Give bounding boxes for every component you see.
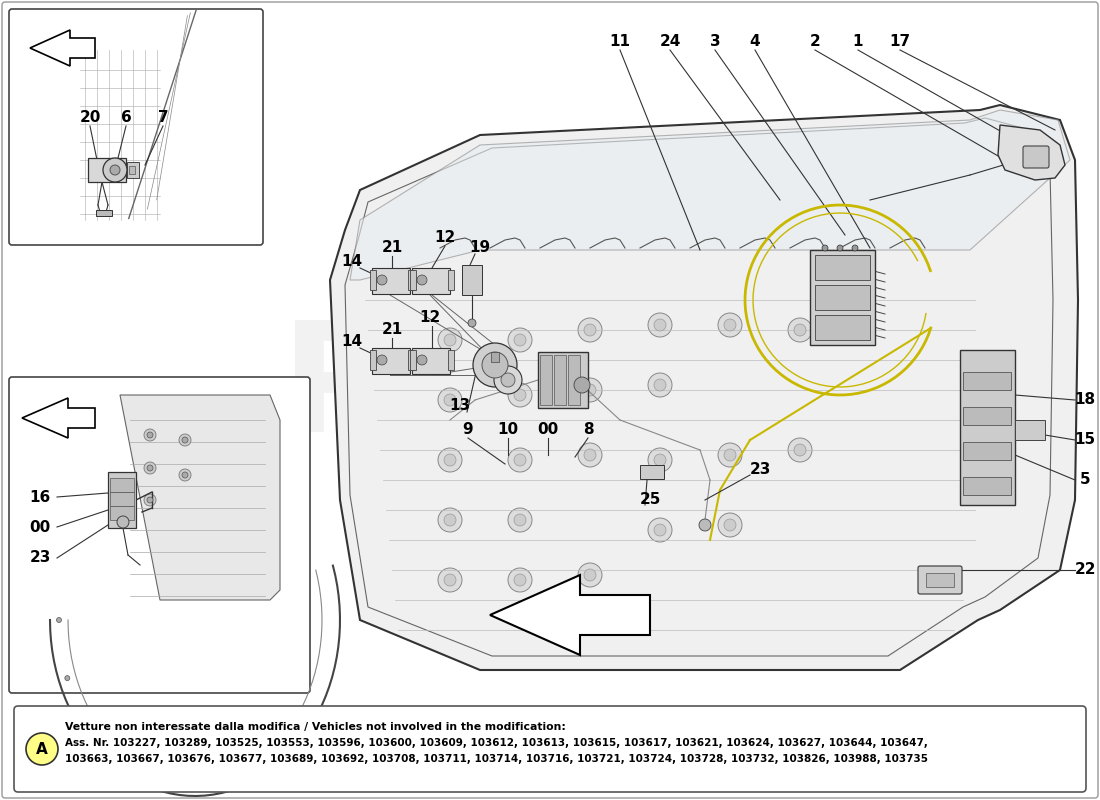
Text: 00: 00 (538, 422, 559, 438)
Bar (129, 166, 135, 174)
Circle shape (788, 318, 812, 342)
Bar (110, 506, 134, 520)
Polygon shape (330, 105, 1078, 670)
Text: 13: 13 (450, 398, 471, 413)
Bar (962, 407, 1011, 425)
Bar (370, 270, 376, 290)
Text: A: A (36, 742, 48, 757)
Circle shape (438, 448, 462, 472)
Bar (1015, 420, 1045, 440)
Circle shape (514, 454, 526, 466)
Circle shape (508, 328, 532, 352)
Text: Vetture non interessate dalla modifica / Vehicles not involved in the modificati: Vetture non interessate dalla modifica /… (65, 722, 565, 732)
Circle shape (147, 497, 153, 503)
Circle shape (26, 733, 58, 765)
Circle shape (654, 454, 666, 466)
Bar (410, 350, 416, 370)
Polygon shape (22, 398, 95, 438)
Circle shape (473, 343, 517, 387)
Circle shape (482, 352, 508, 378)
Circle shape (179, 434, 191, 446)
Circle shape (117, 516, 129, 528)
Text: 5: 5 (1080, 473, 1090, 487)
Text: passion for parts: passion for parts (398, 474, 842, 526)
Circle shape (179, 469, 191, 481)
Circle shape (654, 524, 666, 536)
Polygon shape (350, 110, 1070, 280)
Circle shape (584, 449, 596, 461)
Circle shape (698, 519, 711, 531)
FancyBboxPatch shape (9, 9, 263, 245)
Circle shape (147, 432, 153, 438)
Circle shape (144, 494, 156, 506)
Circle shape (718, 313, 743, 337)
FancyBboxPatch shape (1023, 146, 1049, 168)
Text: 4: 4 (750, 34, 760, 50)
Text: 103663, 103667, 103676, 103677, 103689, 103692, 103708, 103711, 103714, 103716, : 103663, 103667, 103676, 103677, 103689, … (65, 754, 928, 764)
Circle shape (377, 355, 387, 365)
Circle shape (514, 574, 526, 586)
Circle shape (788, 438, 812, 462)
Bar (810, 250, 875, 345)
Circle shape (494, 366, 522, 394)
Circle shape (377, 275, 387, 285)
Text: Ass. Nr. 103227, 103289, 103525, 103553, 103596, 103600, 103609, 103612, 103613,: Ass. Nr. 103227, 103289, 103525, 103553,… (65, 738, 928, 748)
Circle shape (648, 448, 672, 472)
FancyBboxPatch shape (918, 566, 962, 594)
Circle shape (718, 443, 743, 467)
Bar (926, 573, 954, 587)
Bar (370, 350, 376, 370)
Bar (412, 268, 450, 294)
Circle shape (648, 313, 672, 337)
Circle shape (144, 462, 156, 474)
Text: 22: 22 (1075, 562, 1096, 578)
Text: 23: 23 (749, 462, 771, 478)
Bar (491, 352, 499, 362)
Circle shape (654, 379, 666, 391)
Text: 2: 2 (810, 34, 821, 50)
Circle shape (514, 389, 526, 401)
Circle shape (837, 245, 843, 251)
Circle shape (578, 318, 602, 342)
Circle shape (794, 324, 806, 336)
Text: 10: 10 (497, 422, 518, 438)
Circle shape (584, 384, 596, 396)
Text: 25: 25 (639, 493, 661, 507)
Bar (372, 348, 410, 374)
Circle shape (438, 388, 462, 412)
Circle shape (508, 383, 532, 407)
Circle shape (438, 568, 462, 592)
Circle shape (417, 275, 427, 285)
Bar (372, 268, 410, 294)
Circle shape (444, 454, 456, 466)
Bar (960, 350, 1015, 505)
Circle shape (468, 319, 476, 327)
Circle shape (654, 319, 666, 331)
Bar (96, 210, 112, 216)
Circle shape (147, 465, 153, 471)
Bar (88, 158, 126, 182)
Text: 14: 14 (341, 254, 363, 270)
Text: 12: 12 (434, 230, 455, 246)
Text: 11: 11 (609, 34, 630, 50)
Polygon shape (30, 30, 95, 66)
Circle shape (724, 319, 736, 331)
Text: 23: 23 (30, 550, 51, 566)
Circle shape (578, 378, 602, 402)
Text: 16: 16 (30, 490, 51, 505)
Bar (815, 315, 870, 340)
Bar (538, 352, 588, 408)
Text: 21: 21 (382, 241, 403, 255)
Text: 17: 17 (890, 34, 911, 50)
Text: 15: 15 (1075, 433, 1096, 447)
Bar (462, 265, 482, 295)
Polygon shape (120, 395, 280, 600)
Bar (408, 350, 414, 370)
Circle shape (648, 373, 672, 397)
Circle shape (444, 574, 456, 586)
Circle shape (110, 165, 120, 175)
Circle shape (417, 355, 427, 365)
Text: 24: 24 (659, 34, 681, 50)
Circle shape (514, 514, 526, 526)
